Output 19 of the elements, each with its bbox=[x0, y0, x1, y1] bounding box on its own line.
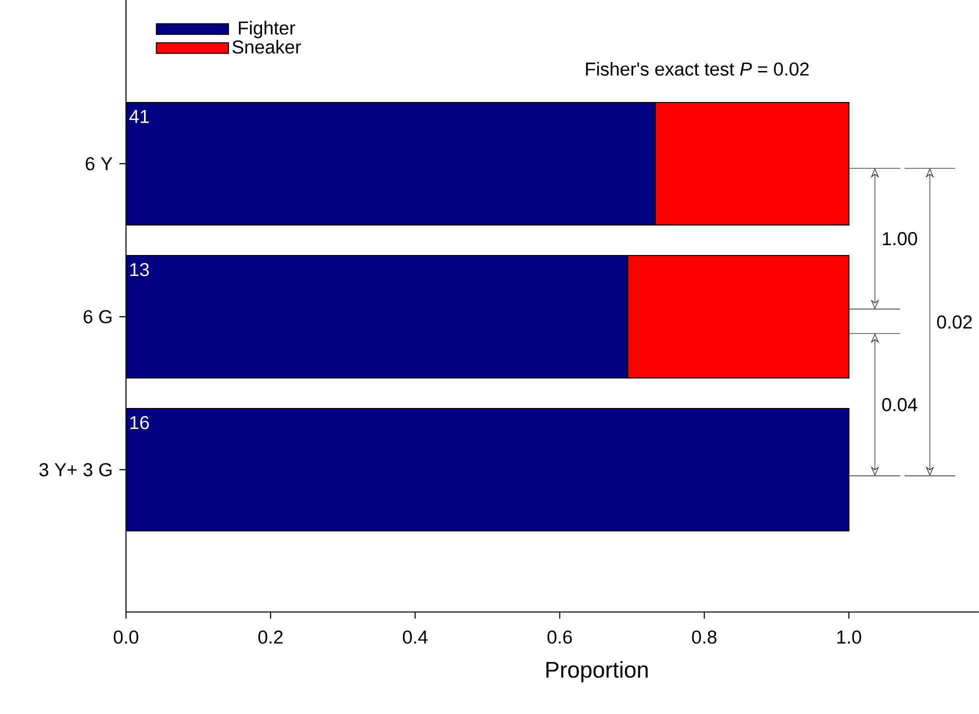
x-tick-label: 1.0 bbox=[837, 630, 862, 644]
x-tick-label: 0.2 bbox=[258, 630, 283, 644]
x-tick-label: 0.8 bbox=[692, 630, 716, 644]
x-tick-label: 0.0 bbox=[114, 630, 138, 644]
text: Fisher's exact test P = 0.02 bbox=[586, 62, 809, 76]
y-tick-label: 6 G bbox=[84, 310, 112, 324]
y-tick-label: 3 Y+ 3 G bbox=[39, 463, 112, 476]
annotation: 0.02 bbox=[937, 315, 972, 329]
annotation: 16 bbox=[130, 416, 149, 430]
x-axis-title: Proportion bbox=[546, 661, 648, 682]
annotation: 1.00 bbox=[882, 232, 918, 246]
annotation: 41 bbox=[129, 110, 149, 123]
legend-label: Sneaker bbox=[232, 40, 301, 54]
x-tick-label: 0.6 bbox=[547, 630, 572, 644]
y-tick-label: 6 Y bbox=[86, 157, 112, 170]
legend-label: Fighter bbox=[238, 20, 296, 38]
annotation: 13 bbox=[130, 263, 149, 276]
x-tick-label: 0.4 bbox=[402, 630, 428, 644]
annotation: 0.04 bbox=[882, 398, 918, 412]
